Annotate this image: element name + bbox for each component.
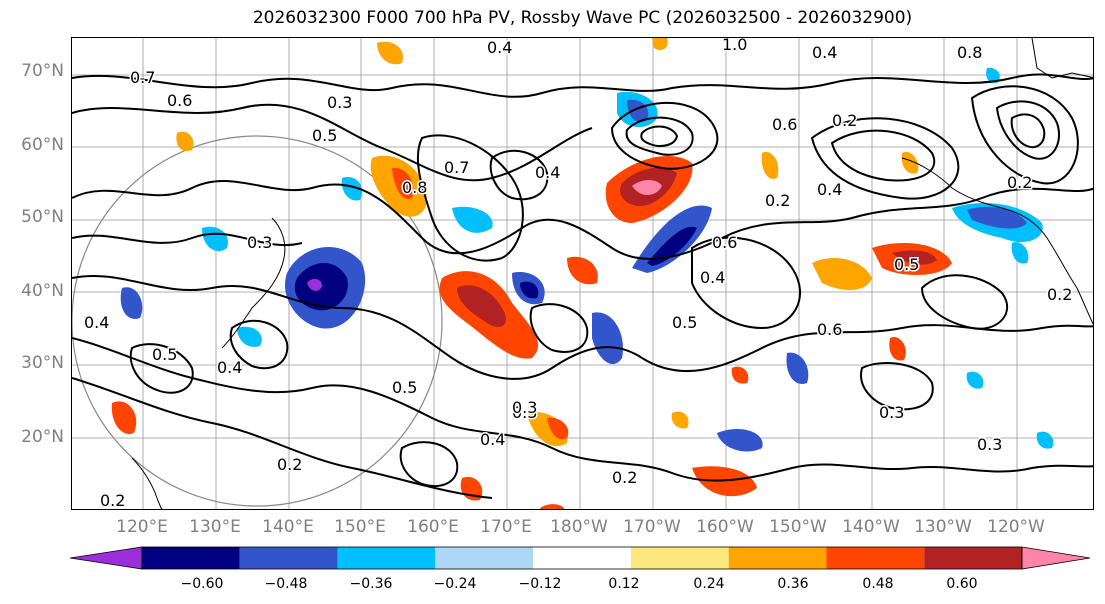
colorbar-segment [630, 547, 729, 569]
coastlines [131, 38, 1093, 509]
colorbar-tick: 0.48 [862, 576, 894, 592]
contour-label: 0.3 [512, 398, 537, 417]
contour-label: 0.6 [167, 91, 192, 110]
colorbar-tick: 0.24 [693, 576, 725, 592]
colorbar-extend-low [69, 546, 143, 570]
colorbar-tick: −0.48 [264, 576, 308, 592]
contour-label: 0.3 [512, 403, 537, 422]
contour-label: 0.5 [152, 345, 177, 364]
contour-label-layer: 0.7 0.6 0.3 0.5 0.4 0.8 1.0 0.4 0.6 0.3 … [83, 38, 1074, 510]
contour-label: 0.5 [894, 255, 919, 274]
colorbar-outline [141, 546, 1023, 570]
contour-label: 0.3 [247, 233, 272, 252]
contour-label: 0.7 [444, 158, 469, 177]
lon-label-170e: 170°E [480, 517, 532, 537]
colorbar-tick: −0.36 [349, 576, 393, 592]
contour-label: 0.2 [1047, 285, 1072, 304]
contour-label: 0.6 [772, 115, 797, 134]
lat-label-70n: 70°N [21, 61, 64, 81]
lat-label-60n: 60°N [21, 135, 64, 155]
contour-label: 0.3 [977, 435, 1002, 454]
colorbar-segment [239, 547, 338, 569]
colorbar-tick: −0.12 [518, 576, 562, 592]
colorbar-segment [826, 547, 925, 569]
pv-contours [72, 73, 1093, 499]
contour-label: 0.4 [217, 358, 242, 377]
lon-label-120w: 120°W [987, 517, 1045, 537]
contour-label: 0.4 [817, 180, 842, 199]
contour-label: 0.4 [487, 38, 512, 57]
lon-label-160w: 160°W [696, 517, 754, 537]
lat-label-20n: 20°N [21, 427, 64, 447]
contour-label: 0.6 [712, 233, 737, 252]
lat-label-40n: 40°N [21, 281, 64, 301]
contour-label: 0.5 [392, 378, 417, 397]
contour-label: 0.2 [612, 468, 637, 487]
lat-label-50n: 50°N [21, 207, 64, 227]
contour-label: 0.2 [277, 455, 302, 474]
contour-label: 0.2 [765, 191, 790, 210]
map-title: 2026032300 F000 700 hPa PV, Rossby Wave … [252, 8, 913, 28]
contour-label: 0.4 [700, 268, 725, 287]
contour-label: 0.5 [672, 313, 697, 332]
contour-label: 0.5 [312, 126, 337, 145]
lon-label-140e: 140°E [262, 517, 314, 537]
contour-label: 0.3 [879, 403, 904, 422]
colorbar-tick: −0.60 [180, 576, 224, 592]
contour-label: 0.2 [1007, 173, 1032, 192]
lon-label-130w: 130°W [914, 517, 972, 537]
colorbar-segment [728, 547, 827, 569]
contour-label: 0.7 [130, 68, 155, 87]
lon-label-150w: 150°W [769, 517, 827, 537]
contour-label: 0.6 [817, 320, 842, 339]
lon-label-150e: 150°E [334, 517, 386, 537]
colorbar-tick: −0.24 [433, 576, 477, 592]
positive-anomalies [111, 38, 952, 509]
contour-label: 1.0 [722, 38, 747, 54]
contour-label: 0.8 [957, 43, 982, 62]
colorbar-segment [435, 547, 534, 569]
colorbar-extend-high [1021, 546, 1091, 570]
colorbar-segment [337, 547, 436, 569]
pv-map: 0.7 0.6 0.3 0.5 0.4 0.8 1.0 0.4 0.6 0.3 … [72, 38, 1093, 510]
contour-label: 0.8 [402, 178, 427, 197]
contour-label: 0.4 [812, 43, 837, 62]
lon-label-140w: 140°W [842, 517, 900, 537]
colorbar-tick: 0.60 [946, 576, 978, 592]
range-circle [72, 135, 443, 507]
colorbar [69, 546, 1091, 570]
contour-label: 0.4 [535, 163, 560, 182]
colorbar-tick: 0.12 [608, 576, 640, 592]
contour-label: 0.4 [84, 313, 109, 332]
contour-label: 0.2 [100, 491, 125, 510]
colorbar-segments [69, 546, 1091, 570]
lon-label-180w: 180°W [550, 517, 608, 537]
lon-label-130e: 130°E [189, 517, 241, 537]
lon-label-170w: 170°W [623, 517, 681, 537]
lon-label-120e: 120°E [116, 517, 168, 537]
colorbar-segment [142, 547, 240, 569]
map-panel: 0.7 0.6 0.3 0.5 0.4 0.8 1.0 0.4 0.6 0.3 … [71, 37, 1094, 510]
colorbar-segment [533, 547, 631, 569]
lat-label-30n: 30°N [21, 353, 64, 373]
lon-label-160e: 160°E [407, 517, 459, 537]
colorbar-tick: 0.36 [777, 576, 809, 592]
colorbar-segment [924, 547, 1022, 569]
contour-label: 0.3 [327, 93, 352, 112]
contour-label: 0.4 [480, 430, 505, 449]
contour-label: 0.2 [832, 111, 857, 130]
